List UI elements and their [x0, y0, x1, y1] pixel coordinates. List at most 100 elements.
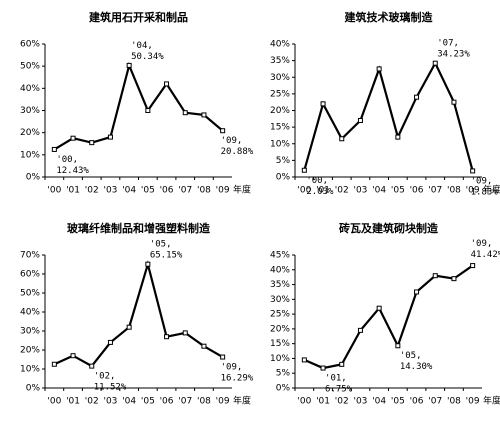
x-tick-label: '07	[428, 186, 442, 196]
y-tick-label: 30%	[20, 327, 40, 337]
x-tick-label: '02	[85, 186, 99, 196]
y-tick-label: 40%	[20, 308, 40, 318]
data-label: '09,	[221, 363, 243, 373]
x-tick-label: '09	[216, 186, 230, 196]
data-line	[303, 60, 474, 172]
data-label: 1.83%	[471, 187, 499, 197]
x-tick-label: '09	[216, 397, 230, 407]
y-tick-label: 20%	[20, 128, 40, 138]
data-point	[164, 81, 170, 87]
x-tick-label: '09	[466, 397, 480, 407]
y-tick-label: 35%	[270, 56, 290, 66]
data-point	[470, 168, 476, 174]
y-tick-label: 25%	[270, 89, 290, 99]
x-tick-label: '08	[447, 397, 461, 407]
data-point	[51, 361, 57, 367]
data-point	[164, 334, 170, 340]
x-tick-label: '00	[47, 186, 61, 196]
x-axis-label: 年度	[233, 395, 251, 407]
data-label: '09,	[471, 176, 493, 186]
y-tick-label: 70%	[20, 251, 40, 261]
y-tick-label: 30%	[270, 73, 290, 83]
data-point	[70, 353, 76, 359]
data-point	[301, 167, 307, 173]
data-point	[414, 289, 420, 295]
data-point	[320, 101, 326, 107]
x-tick-label: '07	[178, 397, 192, 407]
x-tick-label: '02	[335, 186, 349, 196]
data-line	[53, 61, 224, 151]
x-tick-label: '06	[160, 186, 174, 196]
x-tick-label: '01	[66, 186, 80, 196]
data-point	[357, 117, 363, 123]
x-tick-label: '03	[103, 186, 117, 196]
data-point	[145, 108, 151, 113]
y-tick-label: 40%	[270, 265, 290, 275]
y-tick-label: 50%	[20, 62, 40, 72]
chart-title: 建筑技术玻璃制造	[345, 10, 434, 24]
x-tick-label: '00	[297, 397, 311, 407]
data-label: '05,	[400, 351, 422, 361]
data-label: '00,	[56, 155, 78, 165]
data-point	[451, 99, 457, 105]
y-tick-label: 20%	[270, 324, 290, 334]
y-tick-label: 45%	[270, 251, 290, 261]
y-tick-label: 0%	[276, 384, 291, 394]
data-point	[376, 66, 382, 72]
x-axis-label: 年度	[233, 184, 251, 196]
data-label: 41.42%	[471, 250, 500, 260]
data-label: 6.75%	[325, 385, 353, 395]
y-tick-label: 60%	[20, 270, 40, 280]
chart-title: 玻璃纤维制品和增强塑料制造	[67, 221, 211, 235]
y-tick-label: 15%	[270, 339, 290, 349]
data-label: 16.29%	[221, 374, 254, 384]
data-point	[339, 136, 345, 142]
data-point	[220, 128, 226, 134]
y-tick-label: 0%	[276, 173, 291, 183]
x-tick-label: '04	[122, 186, 136, 196]
data-point	[301, 357, 307, 363]
x-axis-label: 年度	[483, 395, 500, 407]
data-point	[414, 94, 420, 100]
y-tick-label: 20%	[20, 346, 40, 356]
y-tick-label: 30%	[20, 106, 40, 116]
data-label: 11.52%	[94, 383, 127, 393]
data-label: '09,	[471, 239, 493, 249]
x-tick-label: '05	[391, 397, 405, 407]
data-point	[126, 324, 132, 330]
data-line	[53, 260, 224, 368]
data-point	[182, 330, 188, 336]
data-label: 14.30%	[400, 362, 433, 372]
data-point	[220, 354, 226, 360]
data-label: 20.88%	[221, 147, 254, 157]
data-point	[70, 135, 76, 141]
data-label: 34.23%	[437, 50, 470, 60]
x-tick-label: '08	[447, 186, 461, 196]
data-point	[395, 343, 401, 349]
data-label: 12.43%	[56, 166, 89, 176]
y-tick-label: 0%	[26, 173, 41, 183]
x-tick-label: '02	[335, 397, 349, 407]
x-tick-label: '03	[353, 186, 367, 196]
data-point	[451, 276, 457, 282]
data-point	[432, 273, 438, 279]
x-tick-label: '01	[316, 186, 330, 196]
data-point	[432, 60, 438, 66]
y-tick-label: 10%	[20, 150, 40, 160]
y-tick-label: 10%	[270, 139, 290, 149]
data-point	[107, 339, 113, 345]
x-tick-label: '07	[178, 186, 192, 196]
y-tick-label: 10%	[20, 365, 40, 375]
data-line	[303, 264, 474, 370]
data-point	[376, 305, 382, 311]
x-tick-label: '04	[372, 186, 386, 196]
data-label: '05,	[150, 240, 172, 250]
chart-title: 建筑用石开采和制品	[89, 10, 188, 24]
data-label: 2.03%	[306, 187, 334, 197]
x-tick-label: '04	[372, 397, 386, 407]
data-label: '02,	[94, 372, 116, 382]
data-label: '01,	[325, 374, 347, 384]
data-point	[357, 327, 363, 333]
x-tick-label: '03	[103, 397, 117, 407]
x-tick-label: '04	[122, 397, 136, 407]
